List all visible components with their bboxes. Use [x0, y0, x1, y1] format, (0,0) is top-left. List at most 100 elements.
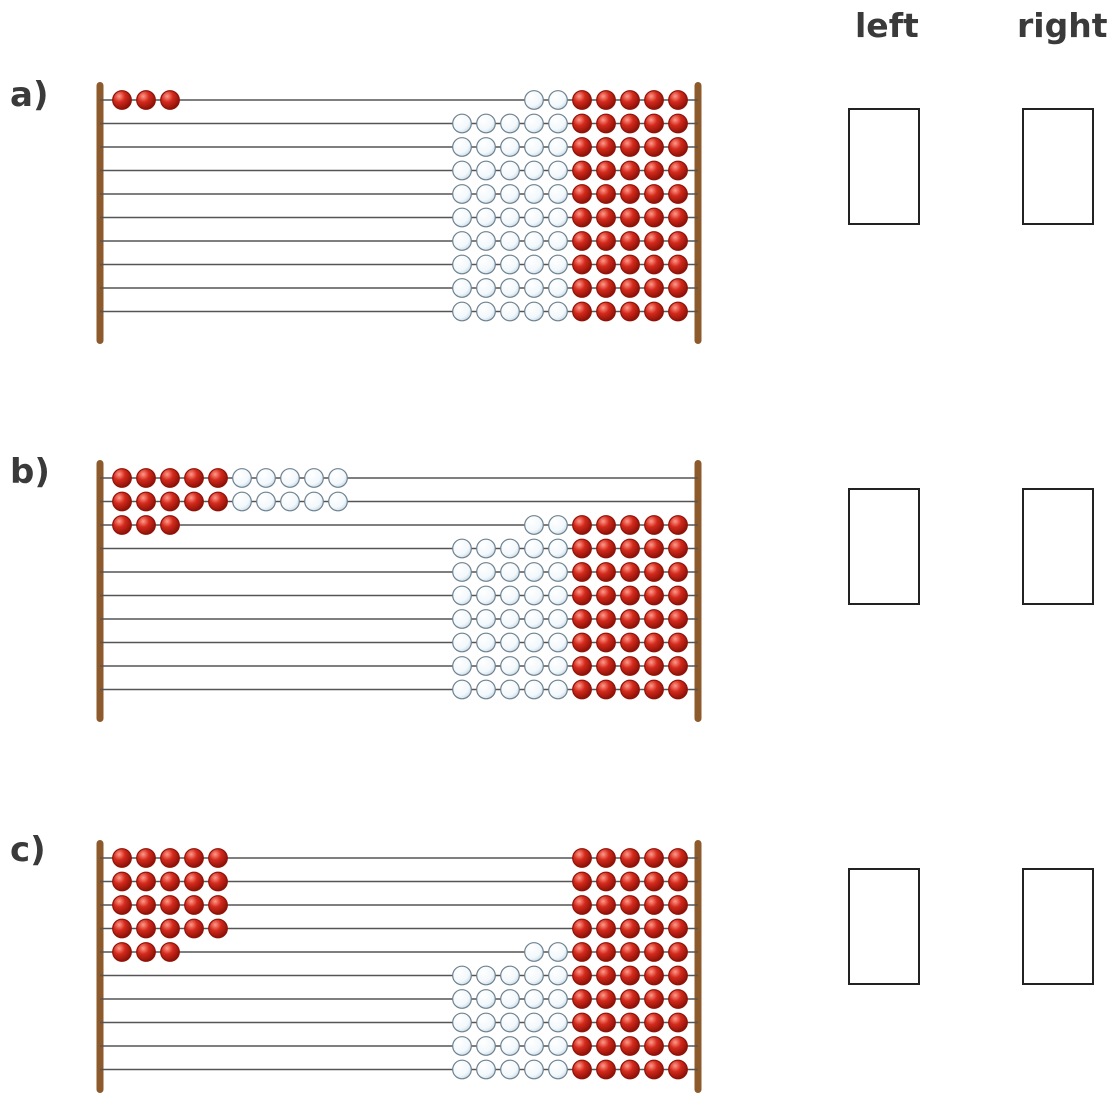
white-bead[interactable] [549, 966, 568, 985]
red-bead[interactable] [669, 657, 688, 676]
red-bead[interactable] [669, 990, 688, 1009]
white-bead[interactable] [525, 185, 544, 204]
red-bead[interactable] [645, 657, 664, 676]
red-bead[interactable] [573, 872, 592, 891]
red-bead[interactable] [597, 114, 616, 133]
red-bead[interactable] [645, 161, 664, 180]
red-bead[interactable] [597, 657, 616, 676]
red-bead[interactable] [137, 896, 156, 915]
white-bead[interactable] [525, 208, 544, 227]
red-bead[interactable] [621, 943, 640, 962]
white-bead[interactable] [453, 680, 472, 699]
red-bead[interactable] [621, 114, 640, 133]
white-bead[interactable] [525, 943, 544, 962]
red-bead[interactable] [645, 91, 664, 110]
red-bead[interactable] [669, 586, 688, 605]
red-bead[interactable] [597, 516, 616, 535]
red-bead[interactable] [185, 849, 204, 868]
red-bead[interactable] [669, 539, 688, 558]
white-bead[interactable] [477, 255, 496, 274]
red-bead[interactable] [645, 255, 664, 274]
red-bead[interactable] [573, 586, 592, 605]
red-bead[interactable] [669, 849, 688, 868]
answer-box-b-right[interactable] [1022, 488, 1094, 605]
white-bead[interactable] [453, 255, 472, 274]
red-bead[interactable] [573, 161, 592, 180]
red-bead[interactable] [621, 896, 640, 915]
white-bead[interactable] [549, 657, 568, 676]
red-bead[interactable] [573, 1013, 592, 1032]
red-bead[interactable] [645, 539, 664, 558]
red-bead[interactable] [645, 516, 664, 535]
red-bead[interactable] [597, 586, 616, 605]
white-bead[interactable] [453, 138, 472, 157]
red-bead[interactable] [161, 492, 180, 511]
red-bead[interactable] [597, 872, 616, 891]
red-bead[interactable] [161, 469, 180, 488]
white-bead[interactable] [501, 563, 520, 582]
red-bead[interactable] [137, 919, 156, 938]
white-bead[interactable] [525, 302, 544, 321]
red-bead[interactable] [621, 279, 640, 298]
white-bead[interactable] [501, 1013, 520, 1032]
red-bead[interactable] [573, 91, 592, 110]
white-bead[interactable] [549, 208, 568, 227]
red-bead[interactable] [185, 469, 204, 488]
white-bead[interactable] [477, 114, 496, 133]
red-bead[interactable] [621, 302, 640, 321]
white-bead[interactable] [525, 966, 544, 985]
white-bead[interactable] [549, 302, 568, 321]
red-bead[interactable] [645, 966, 664, 985]
red-bead[interactable] [137, 91, 156, 110]
red-bead[interactable] [669, 208, 688, 227]
red-bead[interactable] [669, 91, 688, 110]
red-bead[interactable] [621, 516, 640, 535]
red-bead[interactable] [669, 633, 688, 652]
white-bead[interactable] [501, 185, 520, 204]
red-bead[interactable] [137, 469, 156, 488]
white-bead[interactable] [477, 185, 496, 204]
red-bead[interactable] [621, 849, 640, 868]
white-bead[interactable] [525, 232, 544, 251]
red-bead[interactable] [597, 990, 616, 1009]
white-bead[interactable] [549, 1060, 568, 1079]
red-bead[interactable] [669, 1037, 688, 1056]
red-bead[interactable] [621, 610, 640, 629]
white-bead[interactable] [549, 1037, 568, 1056]
red-bead[interactable] [113, 919, 132, 938]
white-bead[interactable] [453, 586, 472, 605]
red-bead[interactable] [669, 1013, 688, 1032]
white-bead[interactable] [477, 1013, 496, 1032]
red-bead[interactable] [137, 849, 156, 868]
white-bead[interactable] [501, 114, 520, 133]
red-bead[interactable] [113, 469, 132, 488]
white-bead[interactable] [453, 610, 472, 629]
red-bead[interactable] [209, 492, 228, 511]
white-bead[interactable] [501, 539, 520, 558]
white-bead[interactable] [453, 633, 472, 652]
red-bead[interactable] [597, 1013, 616, 1032]
red-bead[interactable] [621, 138, 640, 157]
white-bead[interactable] [305, 469, 324, 488]
white-bead[interactable] [477, 208, 496, 227]
white-bead[interactable] [453, 1060, 472, 1079]
white-bead[interactable] [477, 302, 496, 321]
red-bead[interactable] [597, 610, 616, 629]
red-bead[interactable] [573, 539, 592, 558]
white-bead[interactable] [549, 255, 568, 274]
white-bead[interactable] [453, 114, 472, 133]
red-bead[interactable] [621, 657, 640, 676]
red-bead[interactable] [621, 232, 640, 251]
red-bead[interactable] [645, 208, 664, 227]
red-bead[interactable] [597, 1060, 616, 1079]
white-bead[interactable] [477, 563, 496, 582]
white-bead[interactable] [525, 161, 544, 180]
red-bead[interactable] [597, 232, 616, 251]
white-bead[interactable] [281, 469, 300, 488]
red-bead[interactable] [621, 966, 640, 985]
red-bead[interactable] [669, 302, 688, 321]
white-bead[interactable] [305, 492, 324, 511]
red-bead[interactable] [573, 1037, 592, 1056]
white-bead[interactable] [477, 990, 496, 1009]
red-bead[interactable] [597, 185, 616, 204]
